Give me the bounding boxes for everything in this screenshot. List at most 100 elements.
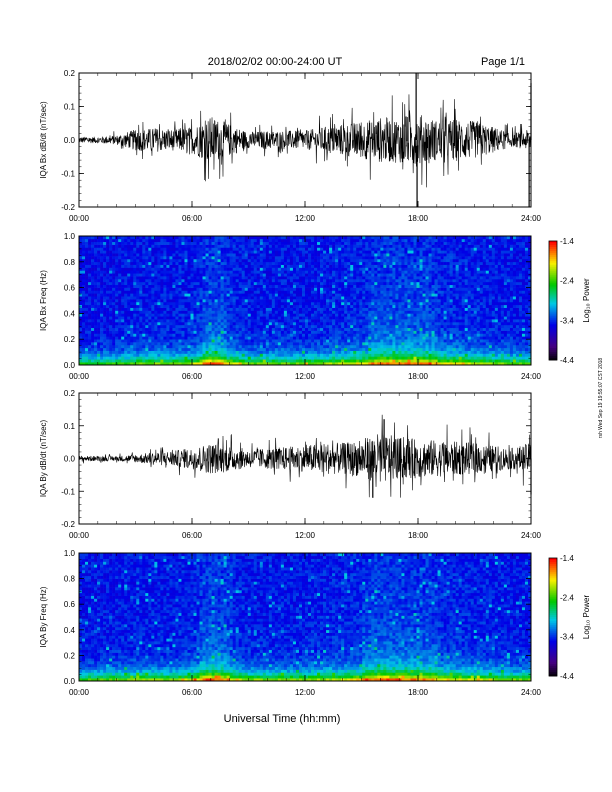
- spectrogram-cell: [139, 267, 143, 271]
- spectrogram-cell: [181, 261, 185, 265]
- spectrogram-cell: [250, 256, 255, 260]
- spectrogram-cell: [187, 333, 191, 337]
- spectrogram-cell: [280, 299, 285, 303]
- spectrogram-cell: [196, 290, 200, 294]
- spectrogram-cell: [262, 258, 267, 263]
- spectrogram-cell: [211, 339, 215, 343]
- spectrogram-cell: [392, 339, 396, 343]
- spectrogram-cell: [280, 256, 285, 260]
- spectrogram-cell: [401, 244, 405, 248]
- spectrogram-cell: [250, 290, 255, 294]
- spectrogram-cell: [124, 236, 128, 240]
- spectrogram-cell: [169, 310, 173, 314]
- spectrogram-cell: [277, 356, 282, 360]
- spectrogram-cell: [392, 304, 396, 308]
- spectrogram-cell: [235, 261, 239, 265]
- spectrogram-cell: [298, 264, 303, 268]
- spectrogram-cell: [323, 333, 327, 337]
- spectrogram-cell: [289, 330, 294, 334]
- spectrogram-cell: [205, 327, 209, 331]
- spectrogram-cell: [314, 322, 318, 326]
- spectrogram-cell: [127, 258, 131, 263]
- spectrogram-cell: [335, 281, 339, 286]
- spectrogram-cell: [389, 347, 393, 351]
- spectrogram-cell: [374, 267, 378, 271]
- spectrogram-cell: [353, 290, 357, 294]
- spectrogram-cell: [292, 276, 297, 280]
- spectrogram-cell: [359, 253, 363, 257]
- spectrogram-cell: [289, 279, 294, 283]
- spectrogram-cell: [238, 322, 243, 326]
- spectrogram-cell: [332, 290, 336, 294]
- spectrogram-cell: [380, 261, 384, 265]
- spectrogram-cell: [368, 347, 372, 351]
- spectrogram-cell: [401, 304, 405, 308]
- spectrogram-cell: [199, 362, 203, 366]
- spectrogram-cell: [386, 313, 390, 317]
- spectrogram-cell: [253, 356, 258, 360]
- spectrogram-cell: [109, 330, 113, 334]
- spectrogram-cell: [314, 350, 318, 354]
- spectrogram-cell: [274, 284, 279, 288]
- spectrogram-cell: [371, 319, 375, 323]
- spectrogram-cell: [172, 253, 176, 257]
- spectrogram-cell: [118, 247, 122, 251]
- spectrogram-cell: [121, 347, 125, 351]
- spectrogram-cell: [259, 241, 264, 245]
- spectrogram-cell: [100, 353, 104, 357]
- spectrogram-cell: [262, 350, 267, 354]
- spectrogram-cell: [202, 359, 206, 363]
- spectrogram-cell: [368, 301, 372, 306]
- spectrogram-cell: [133, 336, 137, 340]
- spectrogram-cell: [106, 322, 110, 326]
- spectrogram-cell: [253, 299, 258, 303]
- spectrogram-cell: [356, 356, 360, 360]
- spectrogram-cell: [332, 276, 336, 280]
- spectrogram-cell: [169, 301, 173, 306]
- spectrogram-cell: [314, 296, 318, 300]
- spectrogram-cell: [181, 279, 185, 283]
- spectrogram-cell: [133, 299, 137, 303]
- spectrogram-cell: [323, 359, 327, 363]
- spectrogram-cell: [97, 353, 101, 357]
- spectrogram-cell: [283, 333, 288, 337]
- spectrogram-cell: [341, 247, 345, 251]
- spectrogram-cell: [389, 327, 393, 331]
- spectrogram-cell: [356, 347, 360, 351]
- spectrogram-cell: [166, 350, 170, 354]
- spectrogram-cell: [205, 307, 209, 311]
- spectrogram-cell: [112, 319, 116, 323]
- spectrogram-cell: [166, 359, 170, 363]
- spectrogram-cell: [329, 261, 333, 265]
- spectrogram-cell: [262, 296, 267, 300]
- spectrogram-cell: [332, 273, 336, 277]
- spectrogram-cell: [323, 267, 327, 271]
- spectrogram-cell: [344, 307, 348, 311]
- spectrogram-cell: [184, 347, 188, 351]
- spectrogram-cell: [301, 347, 306, 351]
- spectrogram-cell: [259, 264, 264, 268]
- spectrogram-cell: [308, 281, 312, 286]
- spectrogram-cell: [386, 299, 390, 303]
- spectrogram-cell: [181, 359, 185, 363]
- spectrogram-cell: [326, 290, 330, 294]
- spectrogram-cell: [386, 356, 390, 360]
- spectrogram-cell: [253, 330, 258, 334]
- spectrogram-cell: [356, 296, 360, 300]
- spectrogram-cell: [94, 356, 98, 360]
- spectrogram-cell: [187, 316, 191, 320]
- spectrogram-cell: [115, 342, 119, 346]
- spectrogram-cell: [392, 244, 396, 248]
- spectrogram-cell: [109, 264, 113, 268]
- spectrogram-cell: [305, 342, 309, 346]
- spectrogram-cell: [250, 293, 255, 297]
- spectrogram-cell: [190, 279, 194, 283]
- spectrogram-cell: [274, 244, 279, 248]
- spectrogram-cell: [326, 270, 330, 274]
- spectrogram-cell: [383, 324, 387, 329]
- spectrogram-cell: [85, 281, 89, 286]
- spectrogram-cell: [190, 284, 194, 288]
- spectrogram-cell: [289, 324, 294, 329]
- spectrogram-cell: [301, 238, 306, 243]
- spectrogram-cell: [271, 250, 276, 254]
